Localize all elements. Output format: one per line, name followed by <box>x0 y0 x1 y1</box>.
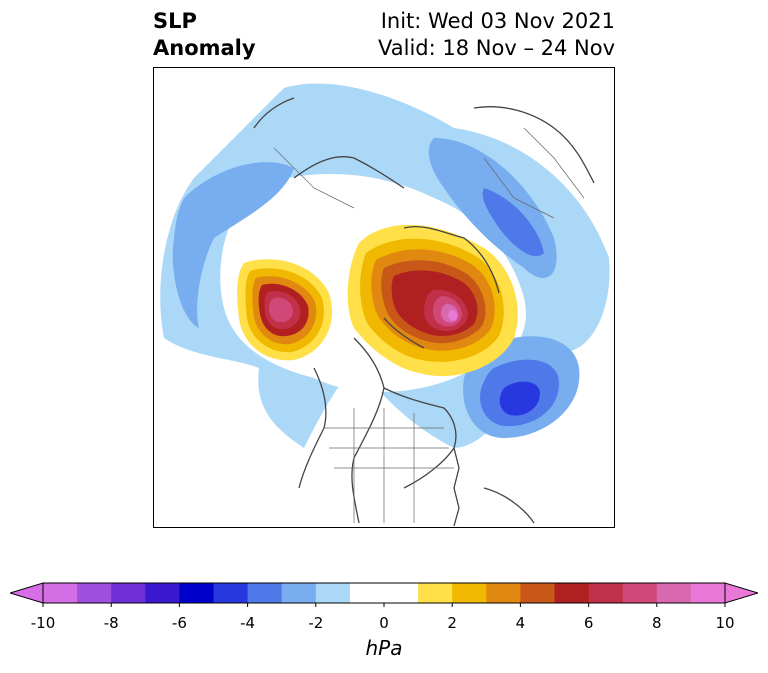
colorbar-segment <box>690 583 726 603</box>
colorbar-segment <box>656 583 692 603</box>
colorbar-tick-label: -8 <box>103 614 119 632</box>
colorbar-extend-low <box>10 582 44 604</box>
colorbar-segment <box>111 583 146 603</box>
colorbar-segment <box>486 583 521 603</box>
negative-anomaly-atlantic-core <box>499 381 540 416</box>
colorbar-tick-label: 2 <box>447 614 457 632</box>
colorbar-tick-label: -2 <box>308 614 324 632</box>
colorbar-segment <box>418 583 453 603</box>
borders <box>273 127 585 523</box>
colorbar-tick-label: 10 <box>715 614 735 632</box>
colorbar-segment <box>588 583 624 603</box>
anomaly-map <box>160 83 610 527</box>
colorbar-segment <box>315 583 351 603</box>
positive-anomaly-arctic-core <box>448 310 458 321</box>
colorbar-segment <box>43 583 78 603</box>
positive-anomaly-pacific-core <box>269 297 293 323</box>
colorbar-tick-label: -4 <box>240 614 256 632</box>
init-date: Init: Wed 03 Nov 2021 <box>380 9 615 33</box>
colorbar-segment <box>281 583 317 603</box>
colorbar-segment <box>213 583 249 603</box>
colorbar-segment <box>77 583 112 603</box>
date-info: Init: Wed 03 Nov 2021 Valid: 18 Nov – 24… <box>378 8 615 62</box>
colorbar-tick-label: 6 <box>583 614 594 632</box>
colorbar <box>10 582 758 607</box>
colorbar-tick-label: 0 <box>379 614 389 632</box>
chart-title: SLP Anomaly <box>153 8 256 62</box>
colorbar-segment <box>452 583 487 603</box>
negative-anomaly-siberia-core <box>482 188 544 257</box>
title-line-anomaly: Anomaly <box>153 36 256 60</box>
map-panel <box>153 67 615 528</box>
colorbar-tick-label: 8 <box>652 614 662 632</box>
coastlines <box>253 97 595 527</box>
colorbar-extend-high <box>724 582 758 604</box>
colorbar-tick-label: 4 <box>515 614 526 632</box>
colorbar-segment <box>622 583 658 603</box>
colorbar-unit-label: hPa <box>365 636 403 660</box>
valid-range: Valid: 18 Nov – 24 Nov <box>378 36 615 60</box>
colorbar-segment <box>179 583 214 603</box>
negative-anomaly-northwest <box>172 162 294 328</box>
colorbar-segment <box>349 583 419 603</box>
colorbar-tick-label: -10 <box>30 614 56 632</box>
title-line-slp: SLP <box>153 9 197 33</box>
colorbar-segment <box>520 583 555 603</box>
colorbar-segment <box>554 583 590 603</box>
colorbar-tick-label: -6 <box>171 614 187 632</box>
colorbar-segment <box>145 583 180 603</box>
colorbar-segment <box>247 583 283 603</box>
